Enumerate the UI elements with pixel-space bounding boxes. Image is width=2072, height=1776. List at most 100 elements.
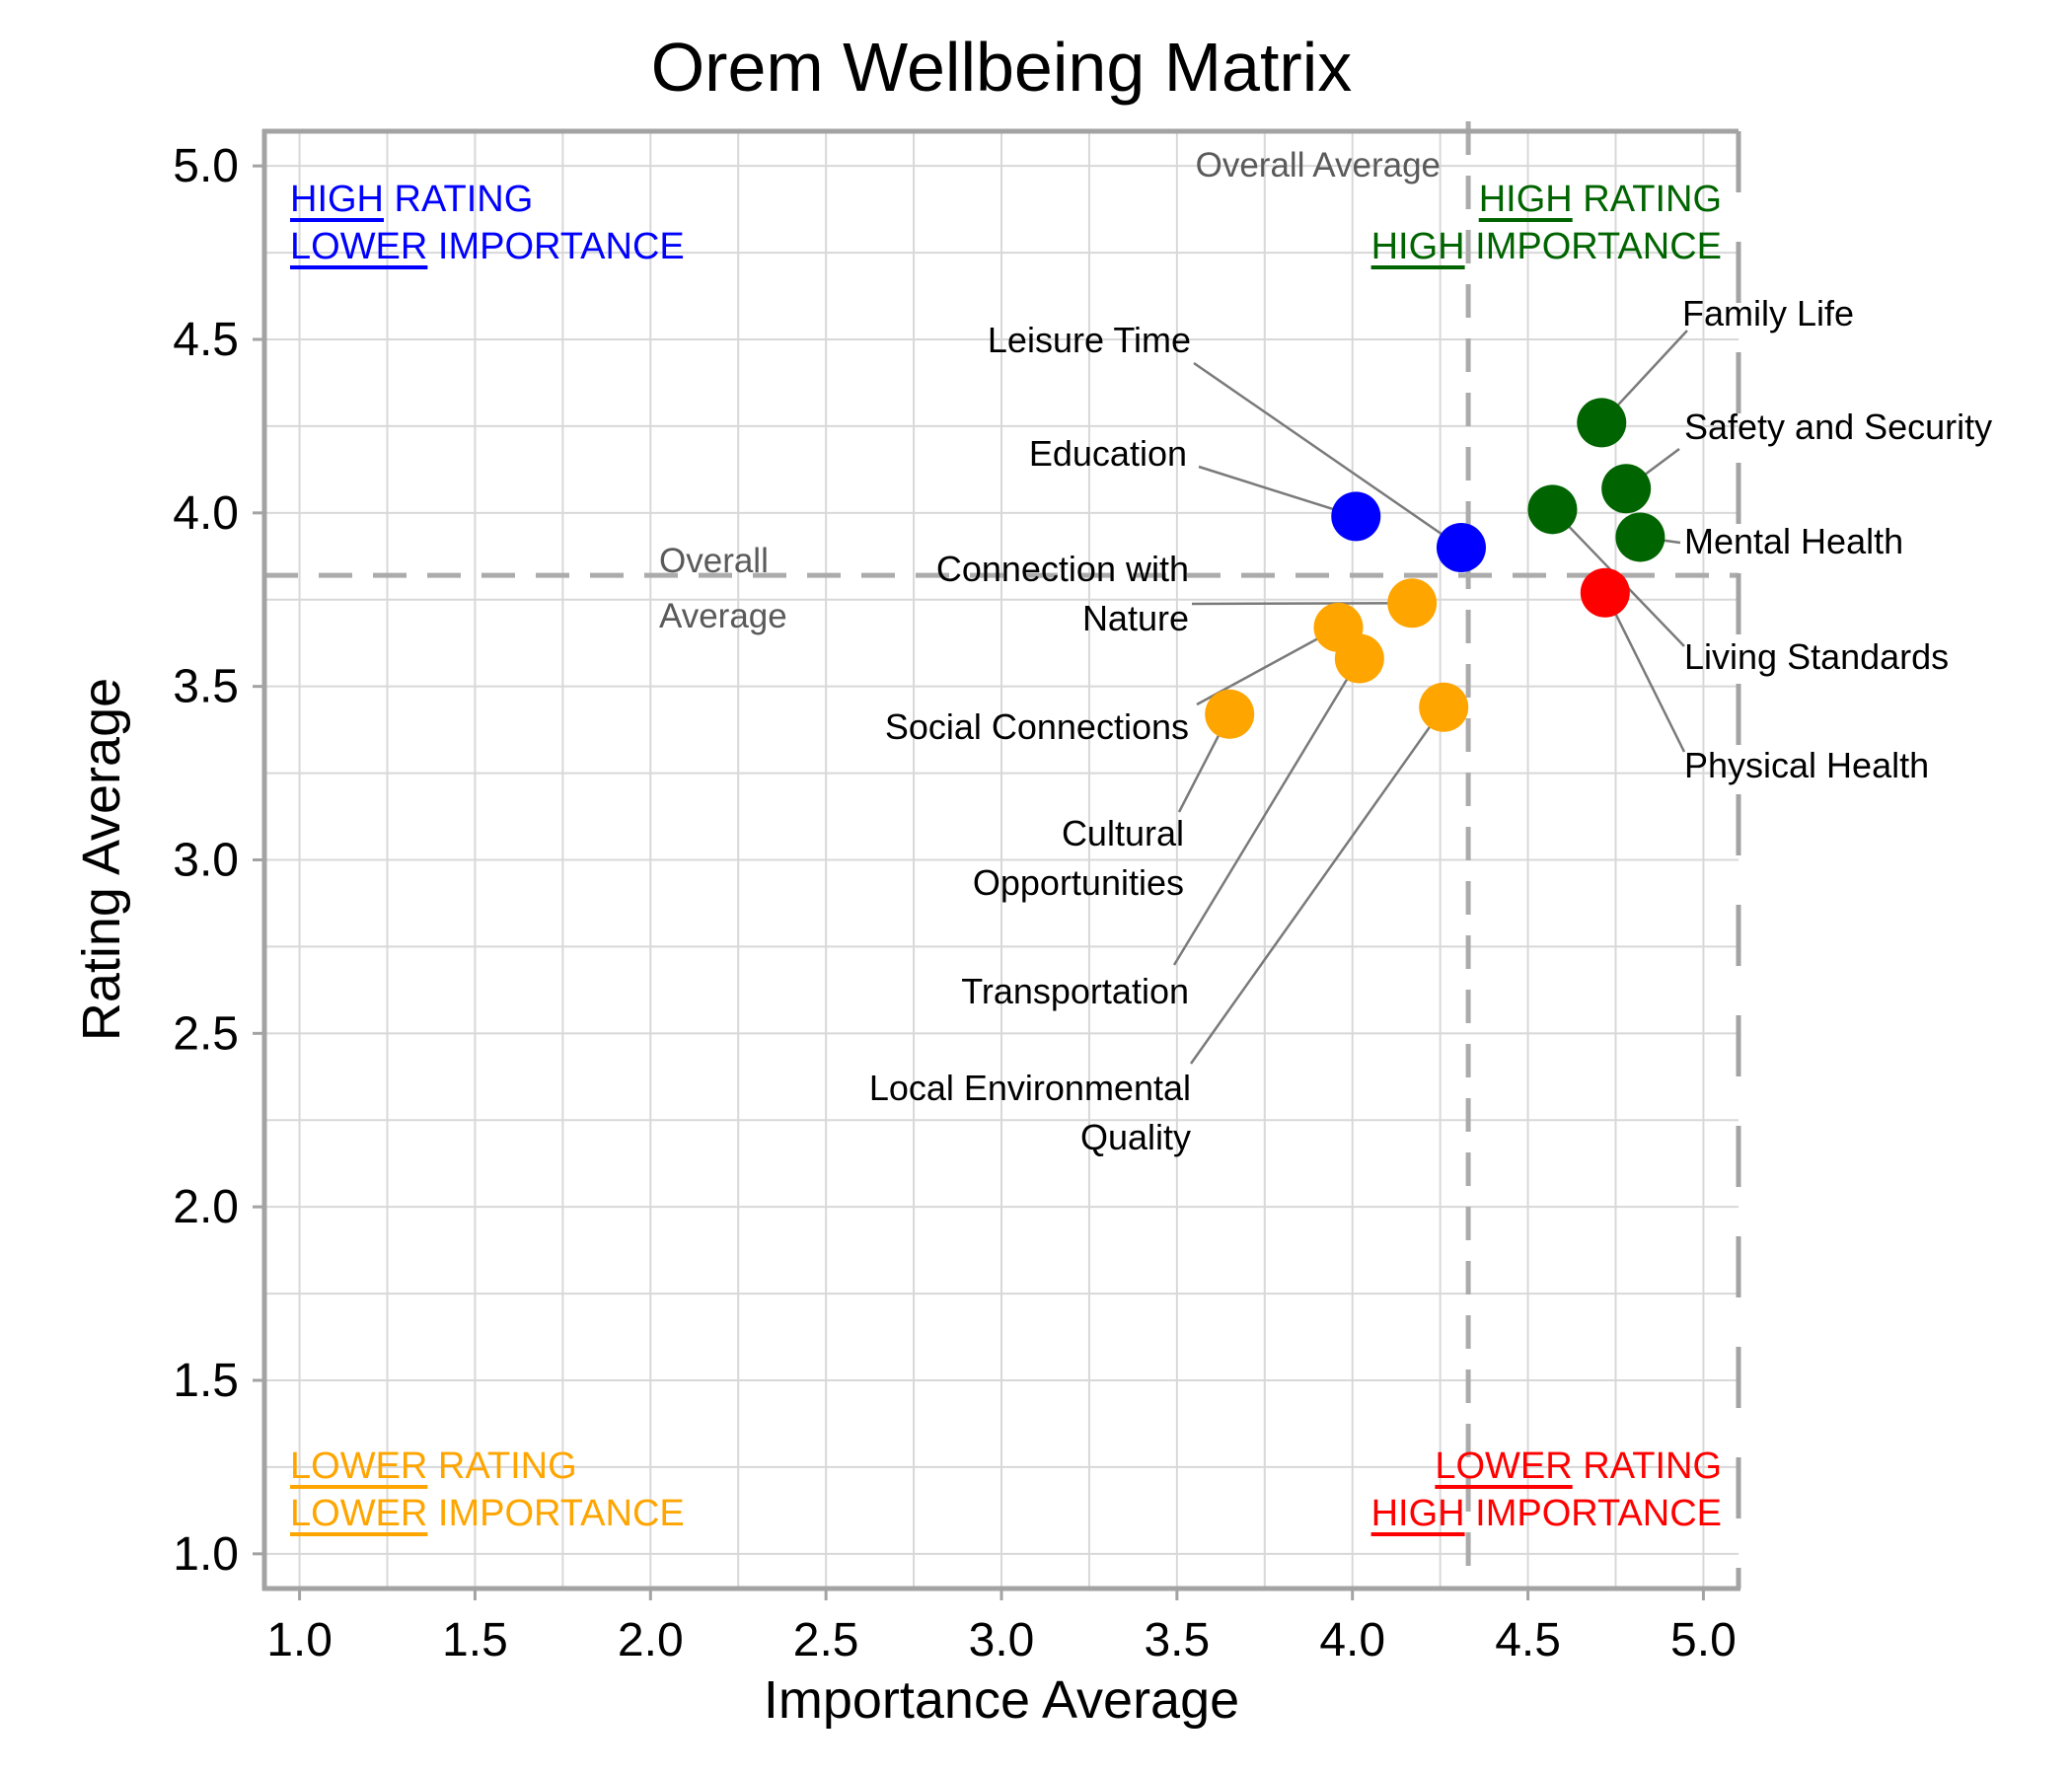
point-label-safety-and-security: Safety and Security [1684,407,1992,447]
point-label-line: Social Connections [885,706,1189,747]
data-point-connection-with-nature [1387,578,1438,629]
x-tick-label: 4.5 [1495,1614,1561,1666]
grid [264,131,1739,1589]
point-label-leisure-time: Leisure Time [988,320,1191,360]
point-label-line: Cultural [1062,813,1184,853]
leader-line-education [1198,465,1357,518]
point-label-line: Mental Health [1684,521,1903,561]
x-tick-label: 2.5 [793,1614,859,1666]
plain-word: IMPORTANCE [427,226,685,267]
point-label-line: Living Standards [1684,636,1949,677]
plain-word: RATING [1572,1445,1722,1487]
point-labels: Family Life Safety and Security Mental Hea… [869,293,1992,1157]
data-point-education [1331,491,1381,542]
data-point-cultural-opportunities [1205,689,1255,739]
tick-labels: 1.0 1.5 2.0 2.5 3.0 3.5 4.0 4.5 5.0 1.0 1.5 2.0 2.5 3… [173,140,1737,1666]
point-label-line: Transportation [961,971,1189,1011]
underlined-word: LOWER [1435,1445,1573,1487]
plain-word: RATING [427,1445,577,1487]
quadrant-label-bottom-left: LOWER RATING LOWER IMPORTANCE [290,1443,685,1537]
data-point-family-life [1577,398,1627,448]
overall-average-vertical-annotation: Overall Average [1195,146,1441,185]
overall-average-word-1: Overall [659,542,769,580]
y-tick-label: 3.5 [173,661,239,713]
leader-line-local-environmental-quality [1189,706,1445,1065]
point-label-line: Opportunities [973,862,1184,903]
x-tick-label: 4.0 [1319,1614,1385,1666]
quadrant-label-top-right: HIGH RATING HIGH IMPORTANCE [1371,176,1722,270]
quadrant-label-line: HIGH IMPORTANCE [1371,223,1722,270]
underlined-word: HIGH [1478,179,1573,220]
data-point-local-environmental-quality [1419,682,1469,732]
chart-title: Orem Wellbeing Matrix [650,29,1353,106]
quadrant-label-line: LOWER IMPORTANCE [290,1490,685,1537]
underlined-word: LOWER [290,1445,428,1487]
point-label-line: Nature [1082,598,1189,638]
data-point-safety-and-security [1601,464,1652,514]
plain-word: IMPORTANCE [1464,226,1722,267]
point-label-connection-with-nature: Connection with Nature [936,549,1189,638]
point-label-local-environmental-quality: Local Environmental Quality [869,1068,1191,1157]
y-tick-label: 2.0 [173,1181,239,1233]
x-tick-label: 3.5 [1144,1614,1210,1666]
underlined-word: LOWER [290,226,428,267]
x-tick-label: 5.0 [1670,1614,1737,1666]
point-label-line: Connection with [936,549,1189,589]
plain-word: IMPORTANCE [427,1493,685,1534]
leader-line-connection-with-nature [1191,602,1413,606]
x-tick-label: 1.0 [266,1614,333,1666]
y-tick-label: 2.5 [173,1007,239,1060]
point-label-transportation: Transportation [961,971,1189,1011]
y-tick-label: 1.5 [173,1355,239,1407]
underlined-word: HIGH [1370,226,1465,267]
point-label-line: Safety and Security [1684,407,1992,447]
quadrant-label-line: LOWER RATING [290,1443,685,1490]
plain-word: IMPORTANCE [1464,1493,1722,1534]
leader-lines [1172,330,1688,1065]
data-point-mental-health [1615,512,1665,562]
data-point-living-standards [1527,484,1578,535]
average-lines [264,121,1739,1589]
x-tick-label: 1.5 [442,1614,508,1666]
leader-line-leisure-time [1193,361,1462,550]
data-point-transportation [1334,633,1384,684]
point-label-line: Leisure Time [988,320,1191,360]
point-label-physical-health: Physical Health [1684,745,1929,785]
overall-average-horizontal-annotation: Overall Average [659,534,787,644]
quadrant-label-line: HIGH RATING [290,176,685,223]
data-point-physical-health [1580,567,1630,618]
plot-area: 1.0 1.5 2.0 2.5 3.0 3.5 4.0 4.5 5.0 1.0 1.5 2.0 2.5 3… [173,121,1992,1666]
ticks [253,164,1705,1600]
overall-average-word-2: Average [659,597,787,635]
point-label-line: Education [1029,433,1187,474]
leader-line-physical-health [1603,592,1686,753]
quadrant-label-top-left: HIGH RATING LOWER IMPORTANCE [290,176,685,270]
x-tick-label: 2.0 [618,1614,684,1666]
y-tick-label: 5.0 [173,140,239,192]
point-label-living-standards: Living Standards [1684,636,1949,677]
plain-word: RATING [384,179,534,220]
point-label-line: Physical Health [1684,745,1929,785]
y-tick-label: 3.0 [173,835,239,887]
underlined-word: LOWER [290,1493,428,1534]
x-tick-label: 3.0 [969,1614,1035,1666]
plain-word: RATING [1572,179,1722,220]
leader-line-transportation [1172,657,1361,966]
point-label-cultural-opportunities: Cultural Opportunities [973,813,1184,903]
point-label-line: Quality [1080,1117,1191,1157]
point-label-line: Local Environmental [869,1068,1191,1108]
quadrant-label-line: LOWER RATING [1371,1443,1722,1490]
quadrant-label-line: HIGH RATING [1371,176,1722,223]
quadrant-label-bottom-right: LOWER RATING HIGH IMPORTANCE [1371,1443,1722,1537]
point-label-mental-health: Mental Health [1684,521,1903,561]
y-tick-label: 4.0 [173,487,239,540]
quadrant-label-line: HIGH IMPORTANCE [1371,1490,1722,1537]
x-axis-label: Importance Average [763,1670,1240,1730]
point-label-family-life: Family Life [1682,293,1854,333]
y-tick-label: 1.0 [173,1528,239,1581]
underlined-word: HIGH [290,179,384,220]
point-label-education: Education [1029,433,1187,474]
data-point-leisure-time [1436,523,1486,572]
